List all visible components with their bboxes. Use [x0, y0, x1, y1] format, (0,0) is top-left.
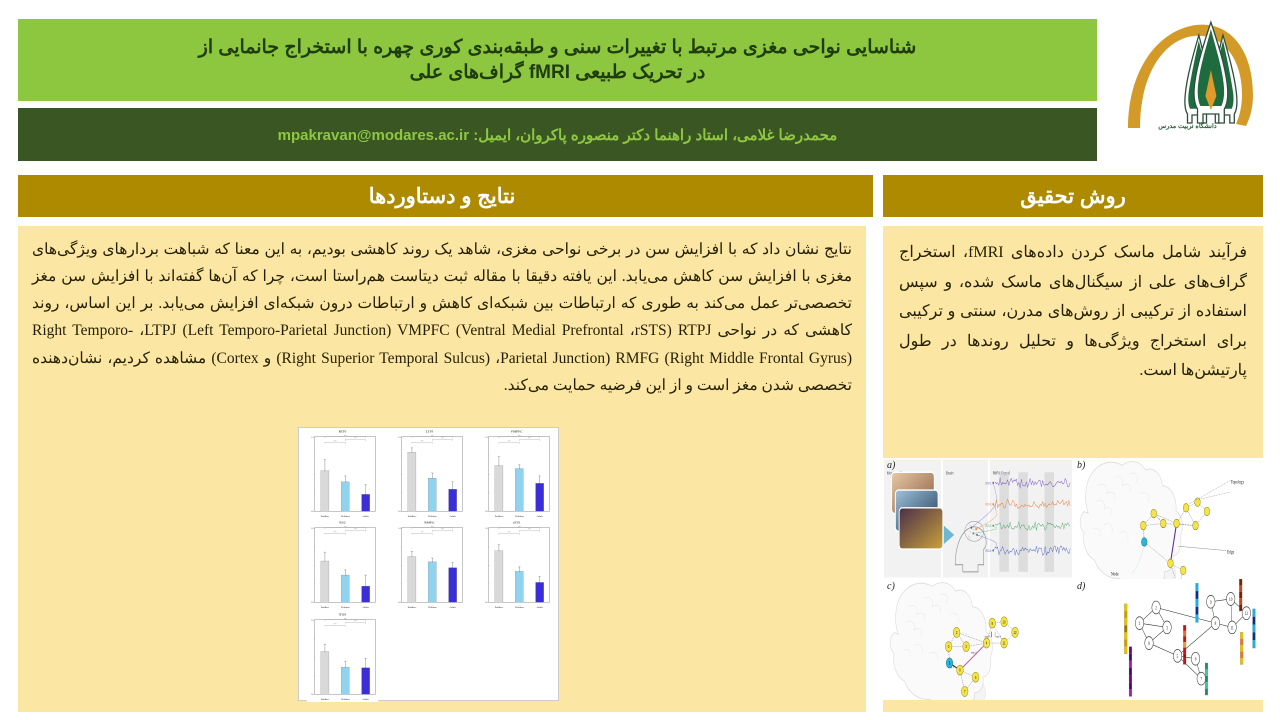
svg-text:10: 10	[1229, 596, 1232, 602]
svg-text:RS2: RS2	[339, 521, 345, 525]
svg-text:****: ****	[354, 529, 357, 531]
svg-text:3: 3	[1166, 625, 1168, 631]
svg-text:Adults: Adults	[361, 515, 368, 518]
svg-text:Children: Children	[341, 606, 351, 609]
svg-text:Children: Children	[428, 606, 438, 609]
svg-text:Toddlers: Toddlers	[408, 515, 417, 518]
svg-text:Toddlers: Toddlers	[408, 606, 417, 609]
svg-text:Adults: Adults	[448, 515, 455, 518]
svg-text:Toddlers: Toddlers	[495, 606, 504, 609]
svg-text:Children: Children	[428, 515, 438, 518]
svg-text:0: 0	[1148, 640, 1150, 646]
svg-text:0.0: 0.0	[398, 511, 400, 513]
svg-text:Adults: Adults	[448, 606, 455, 609]
svg-text:8: 8	[1215, 620, 1217, 626]
svg-text:1.0: 1.0	[311, 529, 313, 531]
svg-text:ROI-2: ROI-2	[986, 502, 992, 507]
svg-text:6: 6	[975, 675, 977, 680]
svg-text:Children: Children	[341, 515, 351, 518]
svg-text:1.0: 1.0	[485, 529, 487, 531]
svg-text:10: 10	[1003, 620, 1006, 625]
svg-text:ROI-3: ROI-3	[986, 524, 992, 529]
svg-text:2: 2	[1155, 605, 1157, 611]
svg-text:****: ****	[528, 529, 531, 531]
svg-text:11: 11	[1003, 641, 1006, 646]
svg-text:Toddlers: Toddlers	[495, 515, 504, 518]
svg-text:****: ****	[441, 438, 444, 440]
svg-text:****: ****	[518, 527, 521, 529]
svg-text:****: ****	[508, 532, 511, 534]
svg-text:1.0: 1.0	[398, 529, 400, 531]
svg-text:Adults: Adults	[535, 515, 542, 518]
svg-text:RTPJ: RTPJ	[339, 429, 347, 433]
svg-text:8: 8	[959, 668, 961, 673]
svg-text:12: 12	[1013, 630, 1016, 635]
svg-text:1.0: 1.0	[311, 620, 313, 622]
svg-text:****: ****	[334, 624, 337, 626]
svg-text:0.0: 0.0	[485, 511, 487, 513]
svg-text:****: ****	[431, 527, 434, 529]
svg-text:ROI-4: ROI-4	[986, 548, 992, 553]
svg-text:Node: Node	[1111, 571, 1119, 577]
svg-text:Children: Children	[515, 515, 525, 518]
svg-text:Adults: Adults	[535, 606, 542, 609]
svg-text:****: ****	[354, 621, 357, 623]
svg-text:VMPFC: VMPFC	[510, 429, 523, 433]
svg-text:1.0: 1.0	[311, 437, 313, 439]
svg-text:****: ****	[344, 435, 347, 437]
svg-text:RMFG: RMFG	[424, 521, 435, 525]
svg-text:****: ****	[441, 529, 444, 531]
svg-text:0.0: 0.0	[311, 511, 313, 513]
svg-text:****: ****	[344, 527, 347, 529]
svg-text:Toddlers: Toddlers	[321, 515, 330, 518]
svg-text:step 2: step 2	[971, 650, 977, 655]
svg-text:****: ****	[508, 441, 511, 443]
svg-text:ROI-1: ROI-1	[986, 481, 992, 486]
svg-text:12: 12	[1245, 610, 1248, 616]
svg-text:3: 3	[965, 645, 967, 650]
svg-text:5: 5	[949, 661, 951, 666]
svg-text:7: 7	[1200, 676, 1202, 682]
svg-text:5: 5	[1177, 653, 1179, 659]
svg-text:****: ****	[344, 618, 347, 620]
svg-text:****: ****	[431, 435, 434, 437]
svg-text:Edge: Edge	[1227, 549, 1234, 555]
svg-text:11: 11	[1231, 625, 1234, 631]
svg-text:****: ****	[421, 441, 424, 443]
svg-text:rSTS: rSTS	[513, 521, 520, 525]
svg-text:1: 1	[1139, 620, 1141, 626]
svg-text:Children: Children	[515, 606, 525, 609]
svg-text:Children: Children	[341, 698, 351, 701]
svg-text:0.0: 0.0	[485, 602, 487, 604]
svg-text:2: 2	[956, 630, 958, 635]
svg-text:Adults: Adults	[361, 606, 368, 609]
svg-text:6: 6	[1195, 656, 1197, 662]
svg-text:1.0: 1.0	[485, 437, 487, 439]
svg-text:7: 7	[964, 690, 966, 695]
svg-text:****: ****	[334, 532, 337, 534]
svg-text:****: ****	[518, 435, 521, 437]
svg-text:step 3: step 3	[996, 635, 1001, 639]
svg-text:****: ****	[354, 438, 357, 440]
svg-text:0.0: 0.0	[398, 602, 400, 604]
svg-text:0.0: 0.0	[311, 694, 313, 696]
svg-text:Topology: Topology	[1231, 479, 1245, 485]
svg-text:0.0: 0.0	[311, 602, 313, 604]
svg-text:****: ****	[334, 441, 337, 443]
svg-text:0: 0	[948, 645, 950, 650]
svg-text:lTOS: lTOS	[339, 612, 347, 616]
svg-text:****: ****	[421, 532, 424, 534]
svg-text:****: ****	[528, 438, 531, 440]
svg-text:Toddlers: Toddlers	[321, 606, 330, 609]
svg-text:Brain: Brain	[946, 470, 954, 476]
svg-text:Toddlers: Toddlers	[321, 698, 330, 701]
svg-text:LTPJ: LTPJ	[426, 429, 434, 433]
svg-text:9: 9	[991, 621, 993, 626]
svg-text:9: 9	[1210, 599, 1212, 605]
svg-text:4: 4	[986, 641, 988, 646]
svg-text:1.0: 1.0	[398, 437, 400, 439]
svg-text:Adults: Adults	[361, 698, 368, 701]
